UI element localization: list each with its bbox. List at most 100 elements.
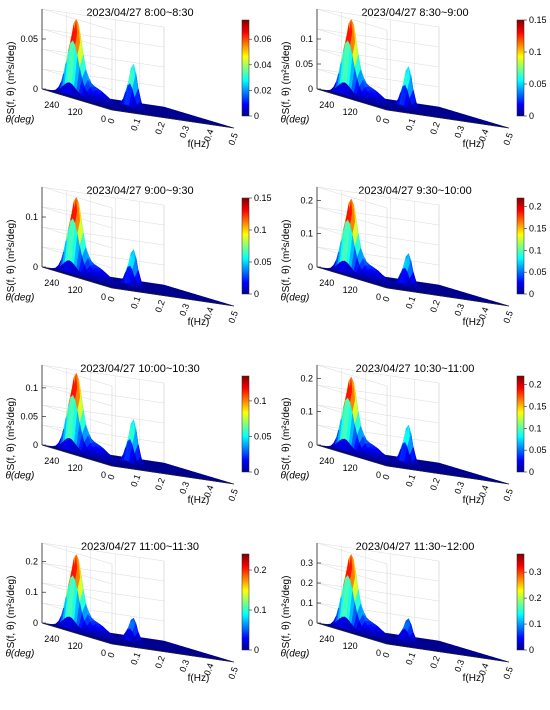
- z-tick-label: 0: [308, 618, 313, 628]
- f-axis-label: f(Hz): [463, 495, 485, 506]
- colorbar-tick-label: 0.05: [529, 267, 547, 277]
- colorbar-tick-label: 0.2: [529, 202, 542, 212]
- f-tick-label: 0.5: [501, 665, 515, 680]
- f-tick-label: 0.4: [202, 128, 216, 143]
- colorbar-tick-label: 0.2: [529, 380, 542, 390]
- z-tick-label: 0: [308, 262, 313, 272]
- z-tick-label: 0.05: [295, 59, 313, 69]
- subplot-title: 2023/04/27 8:00~8:30: [86, 7, 193, 19]
- colorbar-tick-label: 0.1: [254, 225, 267, 235]
- f-tick-label: 0.1: [129, 117, 143, 132]
- theta-axis-label: θ(deg): [281, 292, 310, 303]
- f-tick-label: 0.1: [129, 651, 143, 666]
- subplot-title: 2023/04/27 9:30~10:00: [358, 185, 471, 197]
- theta-tick-label: 0: [101, 292, 106, 302]
- subplot-8: 2023/04/27 11:30~12:00 0 0.1 0.2 0.3 0.4 0.5 f(…: [281, 541, 542, 684]
- theta-tick-label: 0: [101, 470, 106, 480]
- theta-tick-label: 240: [44, 456, 59, 466]
- theta-tick-label: 240: [44, 278, 59, 288]
- f-tick-label: 0: [381, 295, 392, 303]
- subplot-title: 2023/04/27 11:00~11:30: [81, 541, 199, 553]
- f-axis-label: f(Hz): [188, 139, 210, 150]
- z-axis-label: S(f, θ) (m²s/deg): [281, 42, 292, 115]
- z-tick-label: 0.3: [300, 558, 313, 568]
- z-tick-label: 0: [308, 440, 313, 450]
- z-tick-label: 0: [308, 84, 313, 94]
- f-tick-label: 0.5: [501, 309, 515, 324]
- colorbar-tick-label: 0: [254, 289, 259, 299]
- theta-axis-label: θ(deg): [6, 648, 35, 659]
- f-tick-label: 0.2: [153, 121, 167, 136]
- f-tick-label: 0: [106, 117, 117, 125]
- f-axis-label: f(Hz): [188, 317, 210, 328]
- f-tick-label: 0.2: [428, 299, 442, 314]
- f-tick-label: 0: [381, 117, 392, 125]
- z-axis-label: S(f, θ) (m²s/deg): [281, 398, 292, 471]
- z-axis-label: S(f, θ) (m²s/deg): [6, 42, 17, 115]
- z-tick-label: 0.2: [300, 373, 313, 383]
- theta-axis-label: θ(deg): [6, 470, 35, 481]
- theta-tick-label: 120: [68, 463, 83, 473]
- theta-axis-label: θ(deg): [281, 470, 310, 481]
- theta-tick-label: 240: [319, 456, 334, 466]
- f-axis-label: f(Hz): [463, 673, 485, 684]
- colorbar-tick-label: 0.04: [254, 60, 272, 70]
- theta-tick-label: 240: [319, 100, 334, 110]
- theta-tick-label: 0: [101, 114, 106, 124]
- theta-tick-label: 120: [343, 463, 358, 473]
- subplot-title: 2023/04/27 8:30~9:00: [361, 7, 468, 19]
- z-tick-label: 0: [33, 262, 38, 272]
- f-axis-label: f(Hz): [463, 317, 485, 328]
- z-tick-label: 0.1: [300, 229, 313, 239]
- spectrum-surface: [41, 553, 235, 663]
- f-tick-label: 0.5: [226, 131, 240, 146]
- theta-tick-label: 240: [44, 100, 59, 110]
- colorbar-tick-label: 0.1: [529, 47, 542, 57]
- colorbar: 0 0.1 0.2: [241, 553, 267, 655]
- f-tick-label: 0.5: [226, 665, 240, 680]
- theta-tick-label: 240: [44, 634, 59, 644]
- f-tick-label: 0.4: [477, 662, 491, 677]
- z-tick-label: 0: [33, 440, 38, 450]
- subplot-title: 2023/04/27 10:30~11:00: [356, 363, 475, 375]
- axes: 0 0.1 0.2 0.3 0.4 0.5 f(Hz) 240 120 0 θ(deg) 0 0.1 0.…: [281, 543, 515, 684]
- f-axis-label: f(Hz): [188, 673, 210, 684]
- colorbar: 0 0.02 0.04 0.06: [241, 19, 272, 121]
- colorbar-tick-label: 0.05: [529, 445, 547, 455]
- theta-axis-label: θ(deg): [281, 114, 310, 125]
- subplot-2: 2023/04/27 8:30~9:00 0 0.1 0.2 0.3 0.4 0.5 f(Hz…: [281, 7, 547, 150]
- axes: 0 0.1 0.2 0.3 0.4 0.5 f(Hz) 240 120 0 θ(deg) 0 0.05S…: [6, 9, 240, 150]
- f-tick-label: 0: [381, 473, 392, 481]
- f-tick-label: 0.3: [453, 480, 467, 495]
- subplot-5: 2023/04/27 10:00~10:30 0 0.1 0.2 0.3 0.4 0.5 f(…: [6, 363, 272, 506]
- colorbar: 0 0.05 0.1: [241, 375, 272, 477]
- colorbar-tick-label: 0.05: [529, 79, 547, 89]
- colorbar: 0 0.1 0.2 0.3: [516, 553, 542, 655]
- f-tick-label: 0.3: [178, 658, 192, 673]
- z-tick-label: 0.1: [25, 587, 38, 597]
- subplot-4: 2023/04/27 9:30~10:00 0 0.1 0.2 0.3 0.4 0.5 f(H…: [281, 185, 547, 328]
- colorbar-tick-label: 0.15: [254, 193, 272, 203]
- subplot-7: 2023/04/27 11:00~11:30 0 0.1 0.2 0.3 0.4 0.5 f(…: [6, 541, 267, 684]
- colorbar: 0 0.05 0.1 0.15: [516, 15, 547, 121]
- z-tick-label: 0: [33, 84, 38, 94]
- z-axis-label: S(f, θ) (m²s/deg): [6, 220, 17, 293]
- z-axis-label: S(f, θ) (m²s/deg): [6, 576, 17, 649]
- f-tick-label: 0.5: [226, 309, 240, 324]
- colorbar-tick-label: 0: [254, 645, 259, 655]
- theta-axis-label: θ(deg): [6, 114, 35, 125]
- colorbar-tick-label: 0.1: [529, 619, 542, 629]
- axes: 0 0.1 0.2 0.3 0.4 0.5 f(Hz) 240 120 0 θ(deg) 0 0.1 S(…: [6, 187, 240, 328]
- subplot-title: 2023/04/27 9:00~9:30: [86, 185, 193, 197]
- colorbar-tick-label: 0.1: [254, 396, 267, 406]
- f-tick-label: 0.2: [428, 477, 442, 492]
- theta-tick-label: 0: [376, 648, 381, 658]
- colorbar-tick-label: 0.3: [529, 567, 542, 577]
- f-tick-label: 0.3: [178, 480, 192, 495]
- f-tick-label: 0: [106, 295, 117, 303]
- colorbar-tick-label: 0.05: [254, 431, 272, 441]
- colorbar-tick-label: 0.06: [254, 34, 272, 44]
- colorbar-tick-label: 0: [529, 111, 534, 121]
- theta-axis-label: θ(deg): [281, 648, 310, 659]
